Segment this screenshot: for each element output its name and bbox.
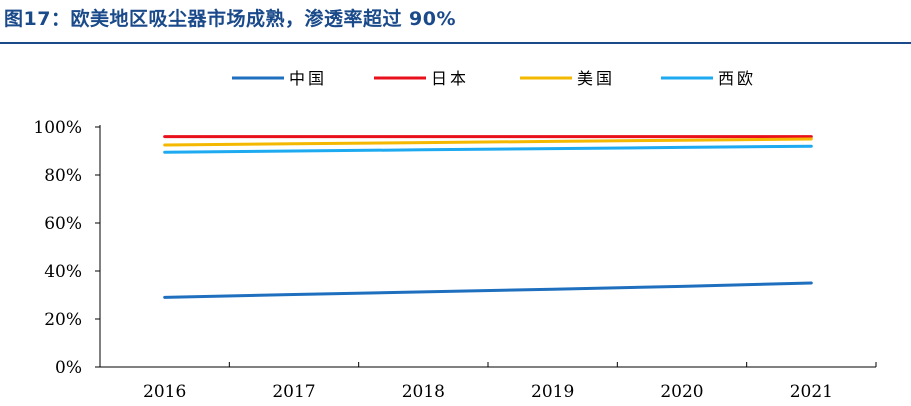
y-tick-label: 40% <box>44 262 82 282</box>
legend-label: 西欧 <box>718 69 756 88</box>
title-rule <box>0 42 911 44</box>
x-axis: 2016 2017 2018 2019 2020 2021 <box>99 362 877 402</box>
y-tick-label: 60% <box>44 214 82 234</box>
series-line-1 <box>163 281 813 299</box>
x-tick-label: 2018 <box>402 382 445 402</box>
y-tick-label: 100% <box>33 118 82 138</box>
figure-title: 图17：欧美地区吸尘器市场成熟，渗透率超过 90% <box>4 8 457 30</box>
x-tick-label: 2017 <box>272 382 315 402</box>
x-tick-label: 2020 <box>660 382 703 402</box>
y-tick-label: 0% <box>55 358 82 378</box>
x-tick-label: 2019 <box>531 382 574 402</box>
y-tick-label: 20% <box>44 310 82 330</box>
series-line-3 <box>163 137 813 147</box>
x-tick-label: 2016 <box>143 382 186 402</box>
legend: 中国 日本 美国 西欧 <box>232 69 756 88</box>
plot-area <box>163 135 813 299</box>
series-line-4 <box>163 144 813 154</box>
y-tick-label: 80% <box>44 166 82 186</box>
y-axis: 0% 20% 40% 60% 80% 100% <box>33 118 101 378</box>
legend-label: 中国 <box>289 69 327 88</box>
legend-label: 美国 <box>577 69 615 88</box>
x-tick-label: 2021 <box>790 382 833 402</box>
legend-label: 日本 <box>431 69 469 88</box>
